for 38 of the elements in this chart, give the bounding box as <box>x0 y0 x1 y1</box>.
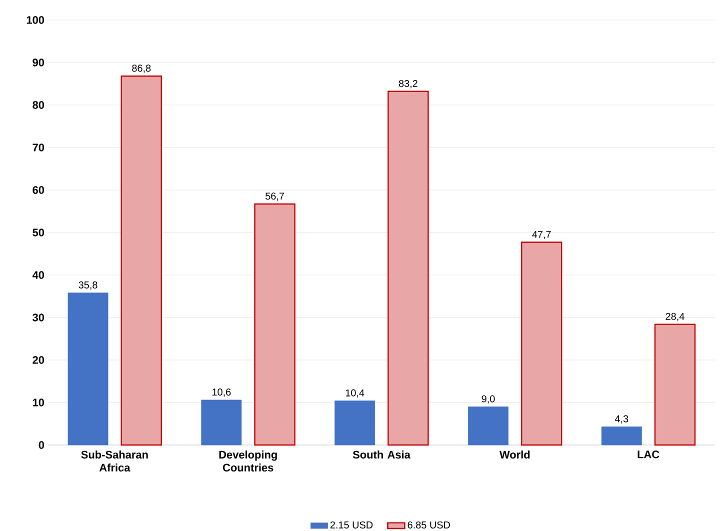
data-label: 9,0 <box>482 395 495 404</box>
y-tick-label: 30 <box>32 314 44 322</box>
bar <box>520 242 562 446</box>
y-tick-label: 60 <box>32 186 44 194</box>
y-tick-label: 40 <box>32 271 44 279</box>
y-tick-label: 90 <box>32 58 44 66</box>
y-tick-label: 0 <box>38 441 44 449</box>
bar <box>254 203 296 446</box>
data-label: 86,8 <box>132 64 151 73</box>
y-tick-label: 10 <box>32 398 44 406</box>
bar <box>601 426 642 446</box>
x-tick-label: LAC <box>638 450 660 458</box>
data-label: 47,7 <box>532 230 551 240</box>
bar <box>654 324 696 446</box>
x-tick-label: South Asia <box>352 450 410 459</box>
x-tick-label: World <box>499 450 530 459</box>
data-label: 4,3 <box>614 415 628 424</box>
data-label: 28,4 <box>666 312 684 322</box>
bar <box>388 90 429 446</box>
bar <box>201 400 242 446</box>
bar <box>120 76 162 446</box>
bar <box>334 400 376 446</box>
bar <box>68 292 108 446</box>
data-label: 10,6 <box>212 388 231 397</box>
legend-label: 2.15 USD <box>330 521 373 528</box>
bar <box>468 406 508 446</box>
x-tick-label: Sub-Saharan Africa <box>81 450 148 472</box>
y-tick-label: 100 <box>26 16 44 24</box>
data-label: 10,4 <box>346 389 364 398</box>
data-label: 83,2 <box>398 80 418 88</box>
y-tick-label: 80 <box>32 101 44 109</box>
data-label: 35,8 <box>78 281 98 290</box>
y-tick-label: 70 <box>32 144 44 152</box>
y-tick-label: 20 <box>32 356 44 364</box>
y-tick-label: 50 <box>32 228 44 236</box>
x-tick-label: Developing Countries <box>219 450 277 472</box>
data-label: 56,7 <box>265 192 284 201</box>
legend-label: 6.85 USD <box>408 521 450 528</box>
